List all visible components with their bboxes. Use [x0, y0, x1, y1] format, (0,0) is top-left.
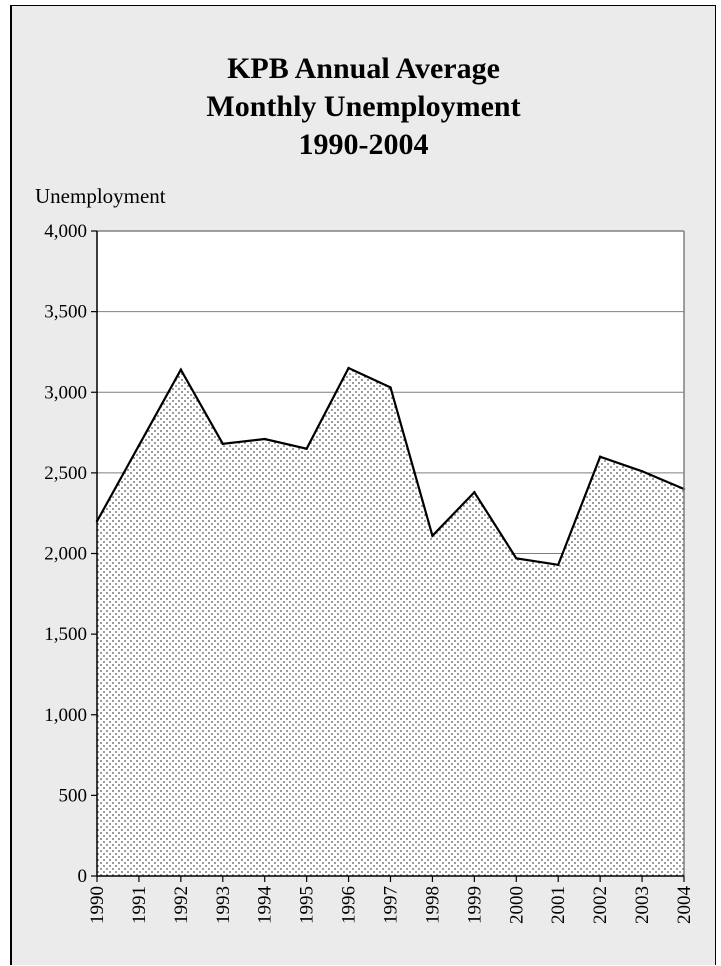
- data-point: [557, 563, 560, 566]
- x-tick-label: 2003: [632, 886, 653, 924]
- data-point: [515, 557, 518, 560]
- x-tick-label: 1996: [339, 886, 360, 924]
- x-tick-label: 2001: [548, 886, 569, 924]
- y-tick-label: 1,000: [44, 705, 87, 726]
- y-tick-label: 1,500: [44, 624, 87, 645]
- data-point: [137, 444, 141, 447]
- data-point: [347, 366, 350, 370]
- x-tick-label: 1994: [255, 886, 276, 925]
- x-tick-label: 1992: [171, 886, 192, 924]
- area-fill: [97, 368, 684, 876]
- data-point: [263, 437, 266, 441]
- y-axis-label: Unemployment: [35, 184, 166, 208]
- chart-title: KPB Annual Average Monthly Unemployment …: [12, 50, 715, 164]
- y-tick-label: 500: [59, 785, 88, 806]
- x-tick-label: 2000: [506, 886, 527, 924]
- y-tick-label: 2,000: [44, 544, 87, 565]
- x-tick-label: 1991: [129, 886, 150, 924]
- area-chart: 4,0003,5003,0002,5002,0001,5001,00050001…: [44, 221, 695, 925]
- data-point: [431, 534, 434, 537]
- data-point: [389, 386, 392, 389]
- x-tick-label: 2004: [674, 886, 695, 925]
- chart-title-line-3: 1990-2004: [298, 128, 429, 161]
- data-point: [473, 491, 476, 494]
- data-point: [640, 470, 644, 473]
- x-tick-label: 2002: [590, 886, 611, 924]
- y-tick-label: 3,500: [44, 302, 87, 323]
- data-point: [598, 455, 602, 458]
- chart-title-line-2: Monthly Unemployment: [206, 90, 521, 123]
- x-tick-label: 1990: [87, 886, 108, 924]
- x-tick-label: 1997: [381, 886, 402, 924]
- y-tick-label: 4,000: [44, 221, 87, 242]
- x-tick-label: 1999: [464, 886, 485, 924]
- x-tick-label: 1993: [213, 886, 234, 924]
- x-tick-label: 1995: [297, 886, 318, 924]
- chart-frame: KPB Annual Average Monthly Unemployment …: [10, 5, 716, 965]
- data-point: [179, 368, 183, 371]
- data-point: [305, 447, 308, 450]
- y-tick-label: 0: [78, 866, 88, 887]
- x-tick-label: 1998: [422, 886, 443, 924]
- chart-title-line-1: KPB Annual Average: [227, 52, 500, 85]
- data-point: [221, 442, 224, 446]
- y-tick-label: 2,500: [44, 463, 87, 484]
- y-tick-label: 3,000: [44, 382, 87, 403]
